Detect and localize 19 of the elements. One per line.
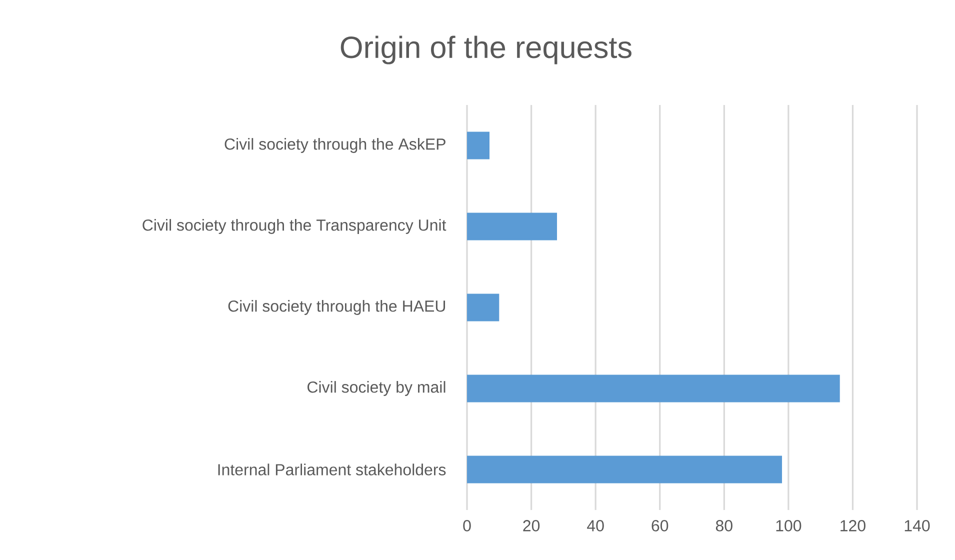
bar (467, 456, 782, 484)
bar (467, 132, 490, 160)
bar (467, 212, 558, 240)
x-tick-label: 120 (840, 520, 866, 532)
x-tick-label: 140 (904, 520, 930, 532)
y-tick-label: Civil society through the Transparency Unit (142, 219, 446, 234)
x-tick-label: 20 (523, 520, 540, 532)
x-tick-label: 100 (776, 520, 802, 532)
x-tick-label: 0 (463, 520, 471, 532)
bar (467, 294, 500, 322)
y-tick-label: Civil society by mail (308, 381, 446, 396)
x-tick-label: 40 (587, 520, 604, 532)
x-tick-label: 60 (652, 520, 668, 532)
chart-title: Origin of the requests (340, 36, 632, 64)
bar (467, 374, 840, 402)
y-tick-label: Internal Parliament stakeholders (218, 464, 446, 476)
y-tick-label: Civil society through the HAEU (228, 300, 446, 315)
x-tick-label: 80 (716, 520, 732, 532)
y-tick-label: Civil society through the AskEP (224, 138, 446, 153)
